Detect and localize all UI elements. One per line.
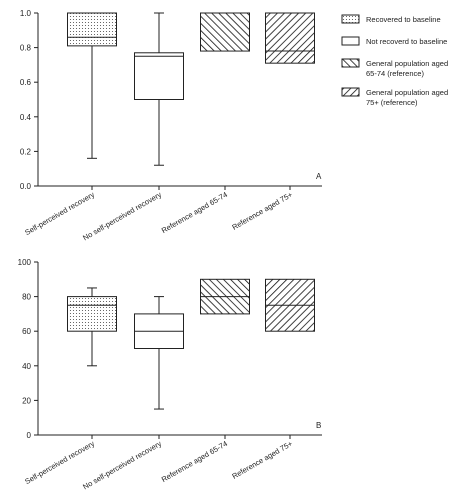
panel-b-category-label: Reference aged 65-74 <box>160 439 229 484</box>
legend-label-ref-65-74-line1: General population aged <box>366 59 448 68</box>
panel-b-letter: B <box>316 421 321 430</box>
panel-b-y-tick-label: 100 <box>18 258 32 267</box>
legend-swatch-not-recovered <box>341 36 360 46</box>
panel-a-category-label: Reference aged 75+ <box>230 190 294 232</box>
panel-b-category-label: Self-perceived recovery <box>23 439 96 486</box>
panel-b-y-tick-label: 80 <box>22 293 31 302</box>
legend-item-ref-65-74: General population aged 65-74 (reference… <box>341 58 448 78</box>
panel-a-y-tick-label: 0.6 <box>20 78 32 87</box>
panel-a-category-label: Reference aged 65-74 <box>160 190 229 235</box>
legend-label-ref-75-plus-line2: 75+ (reference) <box>366 98 418 107</box>
legend-label-ref-75-plus-line1: General population aged <box>366 88 448 97</box>
panel-b-box-4 <box>265 278 315 332</box>
panel-b-y-tick-label: 60 <box>22 327 31 336</box>
legend: Recovered to baseline Not recoverd to ba… <box>341 14 448 107</box>
legend-swatch-ref-65-74 <box>341 58 360 68</box>
panel-a-box-rect <box>200 12 250 52</box>
legend-item-not-recovered: Not recoverd to baseline <box>341 36 447 46</box>
panel-a-letter: A <box>316 172 322 181</box>
legend-item-ref-75-plus: General population aged 75+ (reference) <box>341 87 448 107</box>
panel-a-y-tick-label: 0.2 <box>20 147 32 156</box>
panel-b-y-tick-label: 20 <box>22 396 31 405</box>
panel-a-box-1 <box>67 12 117 159</box>
panel-a-box-rect <box>265 12 315 64</box>
panel-b-box-1 <box>67 287 117 367</box>
legend-label-not-recovered: Not recoverd to baseline <box>366 37 447 46</box>
panel-a-y-tick-label: 0.8 <box>20 44 32 53</box>
panel-a-y-tick-label: 0.4 <box>20 113 32 122</box>
panel-a-box-2 <box>134 12 184 166</box>
legend-item-recovered: Recovered to baseline <box>341 14 441 24</box>
panel-a: 0.0 0.2 0.4 0.6 0.8 1.0 Self-perceived recover… <box>20 9 322 242</box>
panel-a-category-label: Self-perceived recovery <box>23 190 96 237</box>
panel-a-box-rect <box>67 12 117 47</box>
panel-b-category-label: Reference aged 75+ <box>230 439 294 481</box>
legend-label-recovered: Recovered to baseline <box>366 15 441 24</box>
legend-swatch-ref-75-plus <box>341 87 360 97</box>
legend-label-ref-65-74-line2: 65-74 (reference) <box>366 69 424 78</box>
panel-b-box-rect <box>67 296 117 332</box>
panel-b-y-tick-label: 40 <box>22 362 31 371</box>
panel-a-y-tick-label: 0.0 <box>20 182 32 191</box>
panel-b-box-3 <box>200 278 250 315</box>
panel-a-plot: 0.0 0.2 0.4 0.6 0.8 1.0 Self-perceived recover… <box>20 9 322 242</box>
panel-a-box-4 <box>265 12 315 64</box>
panel-a-box-3 <box>200 12 250 52</box>
legend-swatch-recovered <box>341 14 360 24</box>
panel-a-y-tick-label: 1.0 <box>20 9 32 18</box>
panel-b-box-2 <box>134 296 184 410</box>
panel-a-box-rect <box>134 52 184 100</box>
panel-b-y-tick-label: 0 <box>27 431 32 440</box>
